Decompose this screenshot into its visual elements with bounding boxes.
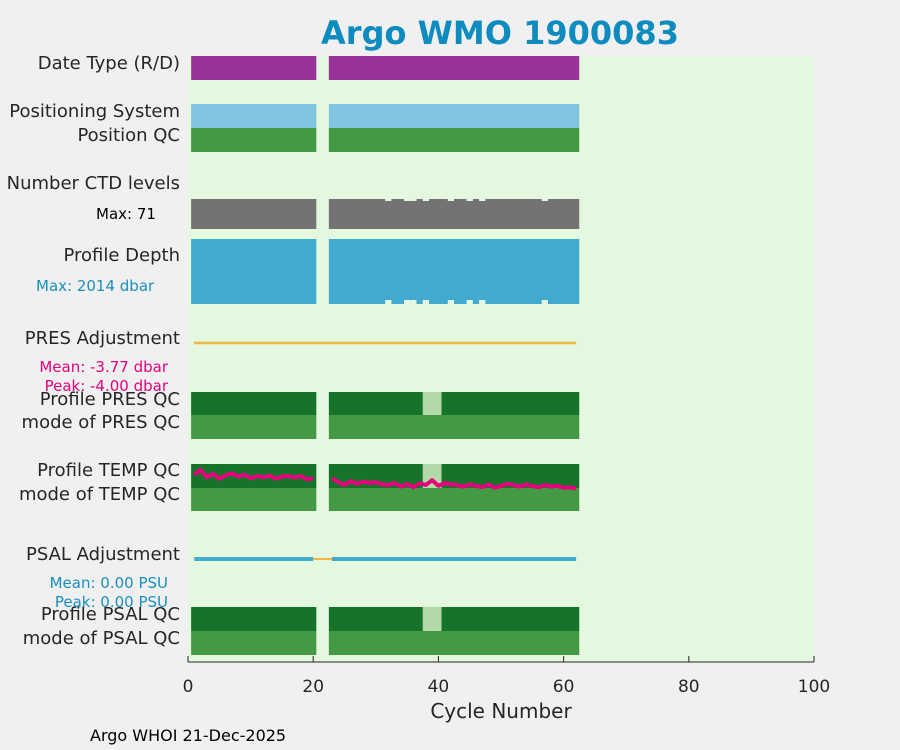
ctd-short-notch: [403, 199, 411, 201]
bar-positioning-system-segment-1: [191, 104, 317, 128]
psal-mean-annotation: Mean: 0.00 PSU: [50, 574, 168, 592]
pres-peak-annotation: Peak: -4.00 dbar: [45, 377, 169, 395]
ctd-max-annotation: Max: 71: [96, 205, 156, 223]
flag-profile-psal-qc: [422, 607, 442, 631]
depth-short-notch: [410, 300, 417, 304]
ctd-short-notch: [466, 199, 473, 201]
row-label-profile-psal-qc: Profile PSAL QC: [41, 604, 180, 625]
bar-mode-pres-qc-segment-2: [328, 415, 580, 439]
row-label-mode-temp-qc: mode of TEMP QC: [19, 484, 180, 505]
bar-mode-temp-qc-segment-1: [191, 488, 317, 511]
row-label-profile-temp-qc: Profile TEMP QC: [37, 460, 180, 481]
row-label-date-type: Date Type (R/D): [38, 53, 180, 74]
row-label-pres-adjustment: PRES Adjustment: [25, 328, 180, 349]
depth-short-notch: [447, 300, 455, 304]
depth-short-notch: [422, 300, 430, 304]
temp-trace-line-1: [193, 467, 314, 482]
depth-max-annotation: Max: 2014 dbar: [36, 277, 155, 295]
x-tick-label: 0: [183, 677, 194, 697]
x-tick-label: 100: [798, 677, 830, 697]
bar-number-ctd-levels-segment-1: [191, 199, 317, 229]
bar-position-qc-segment-2: [328, 128, 580, 152]
bar-date-type-segment-1: [191, 56, 317, 80]
x-tick-label: 40: [428, 677, 450, 697]
bar-profile-psal-qc-segment-1: [191, 607, 317, 631]
ctd-short-notch: [479, 199, 486, 201]
ctd-short-notch: [541, 199, 548, 201]
bar-mode-pres-qc-segment-1: [191, 415, 317, 439]
ctd-short-notch: [385, 199, 392, 201]
depth-short-notch: [479, 300, 486, 304]
row-label-position-qc: Position QC: [77, 125, 180, 146]
bar-profile-psal-qc-segment-2: [328, 607, 580, 631]
x-tick-label: 20: [302, 677, 324, 697]
bar-mode-psal-qc-segment-1: [191, 631, 317, 655]
pres-mean-annotation: Mean: -3.77 dbar: [39, 358, 169, 376]
bar-profile-depth-segment-2: [328, 239, 580, 304]
depth-short-notch: [466, 300, 473, 304]
depth-short-notch: [403, 300, 411, 304]
bar-number-ctd-levels-segment-2: [328, 199, 580, 229]
row-label-mode-psal-qc: mode of PSAL QC: [23, 628, 180, 649]
chart-title: Argo WMO 1900083: [321, 14, 679, 52]
bar-position-qc-segment-1: [191, 128, 317, 152]
bar-mode-temp-qc-segment-2: [328, 488, 580, 511]
bar-positioning-system-segment-2: [328, 104, 580, 128]
psal-peak-annotation: Peak: 0.00 PSU: [55, 593, 168, 611]
ctd-short-notch: [422, 199, 430, 201]
bar-profile-depth-segment-1: [191, 239, 317, 304]
bar-mode-psal-qc-segment-2: [328, 631, 580, 655]
x-axis-label: Cycle Number: [430, 699, 572, 723]
ctd-short-notch: [447, 199, 455, 201]
row-label-profile-pres-qc: Profile PRES QC: [40, 389, 180, 410]
row-label-psal-adjustment: PSAL Adjustment: [26, 544, 180, 565]
x-tick-label: 80: [678, 677, 700, 697]
depth-short-notch: [541, 300, 548, 304]
ctd-short-notch: [410, 199, 417, 201]
row-label-profile-depth: Profile Depth: [63, 245, 180, 266]
bar-profile-pres-qc-segment-1: [191, 392, 317, 415]
temp-trace-line-2: [330, 476, 577, 491]
bar-profile-pres-qc-segment-2: [328, 392, 580, 415]
row-label-mode-pres-qc: mode of PRES QC: [22, 412, 180, 433]
footer-text: Argo WHOI 21-Dec-2025: [90, 726, 286, 745]
row-label-positioning-system: Positioning System: [9, 101, 180, 122]
bar-date-type-segment-2: [328, 56, 580, 80]
row-label-number-ctd-levels: Number CTD levels: [7, 173, 180, 194]
depth-short-notch: [385, 300, 392, 304]
x-tick-label: 60: [553, 677, 575, 697]
flag-profile-pres-qc: [422, 392, 442, 415]
